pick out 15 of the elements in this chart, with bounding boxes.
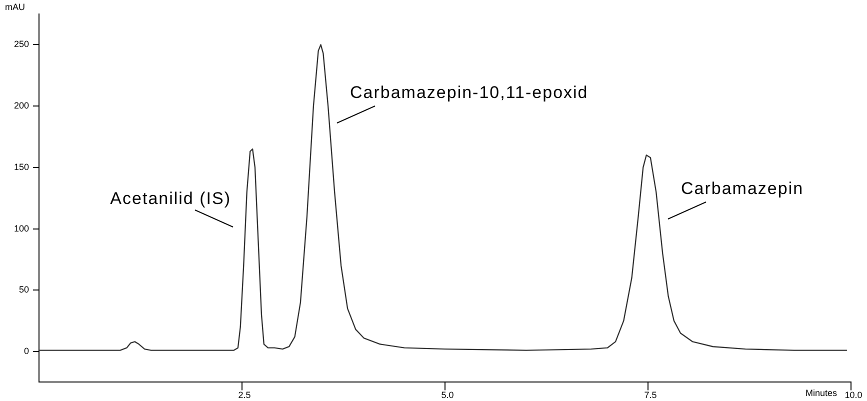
x-tick-label: 7.5 — [639, 390, 657, 400]
annotation: Acetanilid (IS) — [110, 189, 231, 208]
annotation: Carbamazepin-10,11-epoxid — [350, 83, 588, 102]
x-tick-label: 5.0 — [436, 390, 454, 400]
x-axis-title: Minutes — [805, 388, 838, 398]
y-tick-label: 250 — [14, 39, 29, 50]
y-tick-label: 50 — [18, 284, 29, 295]
y-tick-label: 0 — [24, 346, 29, 356]
x-tick-label: 2.5 — [233, 390, 251, 400]
y-axis-title: mAU — [5, 2, 25, 12]
y-tick-label: 100 — [14, 223, 29, 234]
annotation: Carbamazepin — [681, 179, 804, 198]
y-tick-label: 150 — [14, 162, 29, 172]
y-tick-label: 200 — [14, 100, 29, 111]
x-tick-label: 10.0 — [840, 390, 862, 400]
